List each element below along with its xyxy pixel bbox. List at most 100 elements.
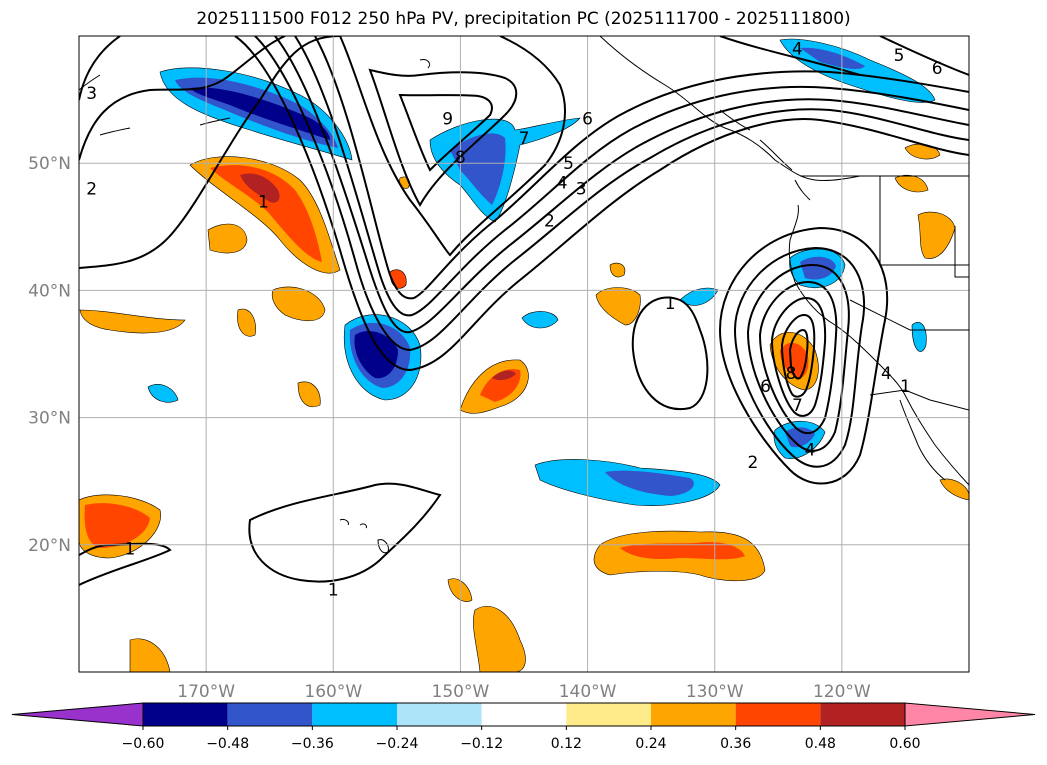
shade-midblue-ak-top bbox=[800, 47, 865, 69]
coast-baja bbox=[899, 399, 946, 481]
colorbar-box bbox=[820, 703, 905, 726]
pv-trough-3 bbox=[274, 36, 969, 334]
shade-darkred-cp bbox=[492, 370, 516, 381]
lon-tick-label: 130°W bbox=[686, 682, 744, 702]
gridlines bbox=[79, 36, 969, 672]
shade-midblue-sw bbox=[605, 470, 694, 496]
contour-label: 9 bbox=[442, 110, 453, 130]
shade-blue-w7 bbox=[147, 384, 179, 403]
pv-loop-135 bbox=[631, 296, 709, 411]
pv-trop-1 bbox=[248, 482, 442, 583]
contour-label: 1 bbox=[665, 294, 676, 314]
contour-label: 1 bbox=[328, 580, 339, 600]
colorbar-tick-label: −0.24 bbox=[376, 736, 419, 752]
contour-label: 3 bbox=[86, 84, 97, 104]
colorbar-box bbox=[566, 703, 651, 726]
contour-label: 2 bbox=[544, 211, 555, 231]
lon-tick-label: 170°W bbox=[177, 682, 235, 702]
colorbar-extend-max bbox=[904, 702, 1036, 727]
lon-tick-label: 160°W bbox=[304, 682, 362, 702]
shade-midblue-goa bbox=[450, 133, 506, 205]
contour-label: 1 bbox=[258, 192, 269, 212]
coast-aleutians bbox=[79, 59, 431, 136]
contour-label: 1 bbox=[900, 377, 911, 397]
colorbar-tick-label: 0.60 bbox=[889, 736, 920, 752]
pv-trough-4 bbox=[294, 36, 969, 317]
contour-label: 6 bbox=[582, 110, 593, 130]
shade-orange-sw2 bbox=[473, 605, 526, 672]
chart-title: 2025111500 F012 250 hPa PV, precipitatio… bbox=[196, 9, 851, 29]
pv-contour-1 bbox=[79, 36, 341, 269]
contour-label: 2 bbox=[747, 453, 758, 473]
contour-label: 8 bbox=[786, 364, 797, 384]
shade-red-cutoff bbox=[780, 342, 809, 379]
shade-orange-140 bbox=[595, 287, 641, 326]
pv-goa-2 bbox=[368, 68, 518, 208]
border-mexico bbox=[869, 389, 969, 411]
contour-label: 4 bbox=[557, 173, 568, 193]
contour-label: 5 bbox=[894, 46, 905, 66]
pv-contour-3 bbox=[79, 36, 121, 101]
pv-goa-1 bbox=[339, 36, 566, 257]
border-states-3 bbox=[849, 299, 969, 331]
shade-orange-e2 bbox=[894, 175, 929, 193]
colorbar-box bbox=[227, 703, 313, 726]
lat-tick-label: 20°N bbox=[28, 536, 71, 556]
contour-label: 2 bbox=[86, 180, 97, 200]
colorbar-box bbox=[143, 703, 228, 726]
border-states-2 bbox=[954, 226, 969, 278]
lat-tick-label: 50°N bbox=[28, 154, 71, 174]
contour-label: 5 bbox=[563, 154, 574, 174]
contour-label: 8 bbox=[455, 148, 466, 168]
lat-tick-label: 30°N bbox=[28, 409, 71, 429]
lon-tick-label: 150°W bbox=[432, 682, 490, 702]
contour-label: 7 bbox=[519, 129, 530, 149]
shade-red-west-trop bbox=[84, 503, 150, 548]
colorbar-tick-label: −0.48 bbox=[206, 736, 249, 752]
colorbar-box bbox=[312, 703, 397, 726]
shade-red-trop bbox=[620, 542, 745, 560]
pv-trough-2 bbox=[254, 36, 969, 352]
lon-tick-label: 140°W bbox=[559, 682, 617, 702]
colorbar-tick-label: 0.12 bbox=[551, 736, 582, 752]
lat-tick-labels: 50°N 40°N 30°N 20°N bbox=[28, 154, 71, 556]
colorbar-box bbox=[481, 703, 567, 726]
pv-goa-3 bbox=[398, 93, 493, 172]
shade-blue-140 bbox=[521, 311, 559, 329]
pv-trop-2 bbox=[79, 542, 172, 586]
colorbar-box bbox=[735, 703, 821, 726]
pv-cutoff-2 bbox=[733, 246, 866, 468]
shade-navy-low bbox=[354, 330, 398, 379]
shade-orange-e5 bbox=[939, 478, 969, 501]
pv-cutoff-5 bbox=[770, 296, 827, 417]
colorbar-box bbox=[397, 703, 482, 726]
map-frame bbox=[78, 35, 970, 673]
contour-label: 4 bbox=[805, 440, 816, 460]
coast-west-us bbox=[788, 204, 969, 486]
pv-cutoff-4 bbox=[758, 280, 838, 435]
pv-east-2 bbox=[719, 36, 861, 76]
colorbar-tick-label: 0.36 bbox=[720, 736, 751, 752]
colorbar-extend-min bbox=[11, 702, 144, 727]
shade-orange-w4 bbox=[79, 309, 186, 334]
lat-tick-label: 40°N bbox=[28, 281, 71, 301]
shade-red-w1 bbox=[210, 164, 322, 262]
colorbar-tick-label: −0.36 bbox=[291, 736, 334, 752]
pv-cutoff-7 bbox=[788, 328, 809, 380]
colorbar-box bbox=[651, 703, 736, 726]
pv-cutoff-6 bbox=[780, 313, 816, 398]
contour-label: 7 bbox=[792, 396, 803, 416]
shade-orange-w5 bbox=[237, 308, 256, 337]
contour-label: 6 bbox=[760, 377, 771, 397]
contour-label: 1 bbox=[124, 540, 135, 560]
colorbar-tick-label: 0.24 bbox=[635, 736, 666, 752]
contour-label: 4 bbox=[792, 40, 803, 60]
pv-cutoff-1 bbox=[718, 226, 889, 485]
pv-trough-5 bbox=[314, 36, 969, 300]
shade-orange-e3 bbox=[917, 211, 956, 259]
colorbar-tick-label: 0.48 bbox=[805, 736, 836, 752]
